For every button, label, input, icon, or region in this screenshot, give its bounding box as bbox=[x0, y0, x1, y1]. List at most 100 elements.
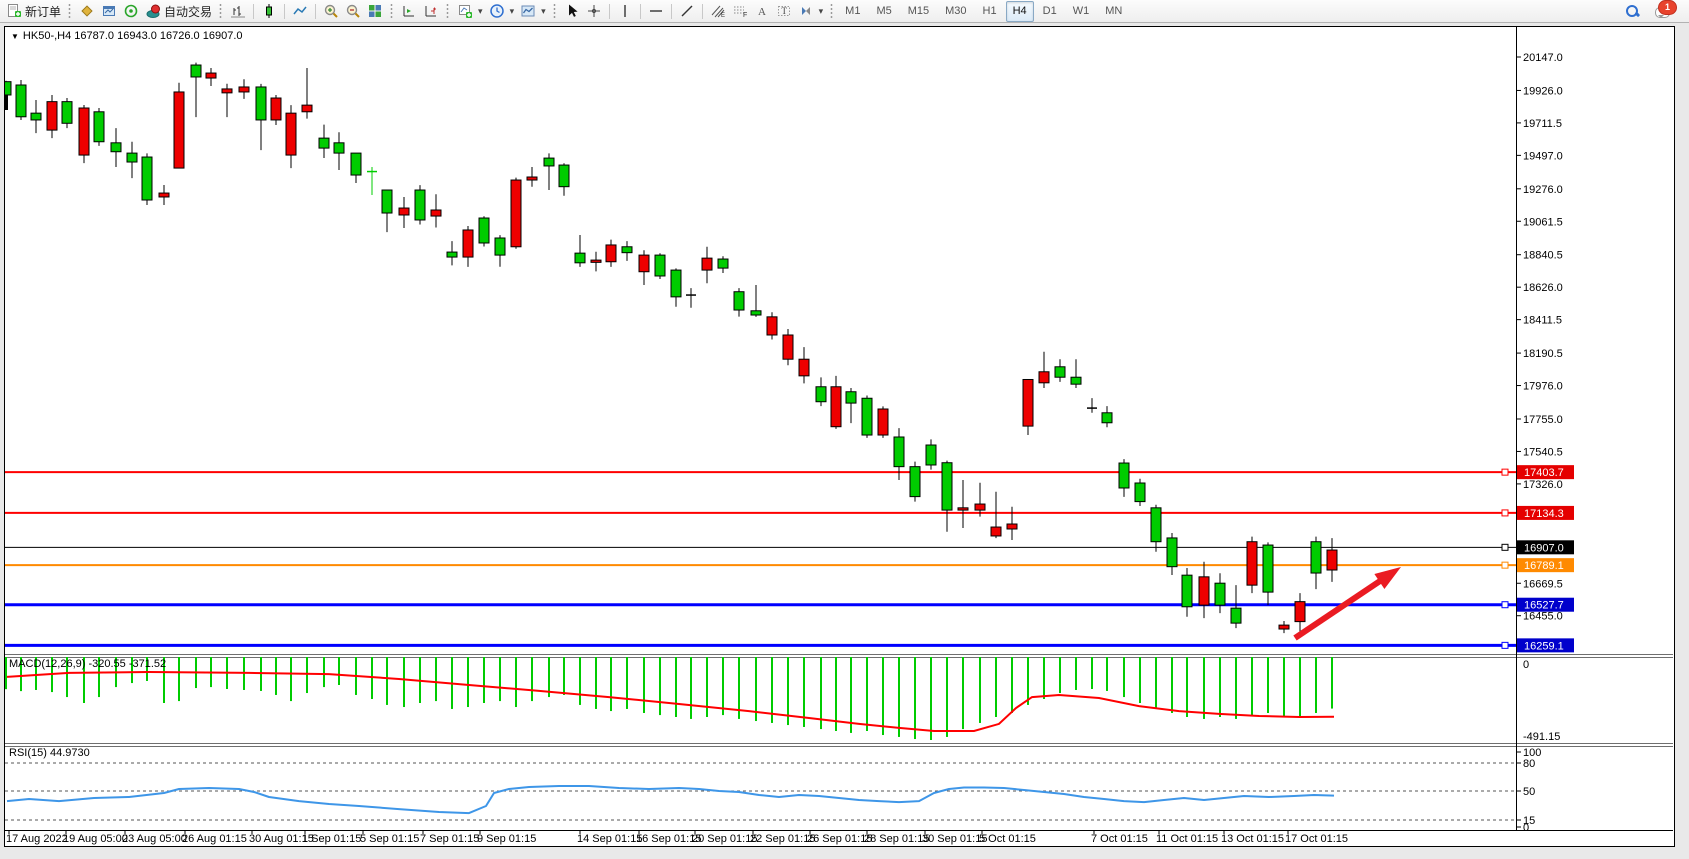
candle-body bbox=[301, 104, 313, 113]
horizontal-line-icon bbox=[649, 10, 662, 12]
macd-axis-label: -491.15 bbox=[1523, 731, 1560, 743]
price-badge-label: 16527.7 bbox=[1524, 600, 1564, 612]
svg-text:F: F bbox=[743, 12, 747, 19]
candle-body bbox=[430, 209, 442, 217]
macd-axis-label: 0 bbox=[1523, 659, 1529, 671]
main-toolbar: 新订单 自动交易 bbox=[0, 0, 1689, 23]
price-axis-label: 19061.5 bbox=[1523, 216, 1563, 228]
trend-arrow-shaft[interactable] bbox=[1293, 571, 1393, 641]
collapse-arrow-icon[interactable]: ▼ bbox=[11, 31, 19, 41]
candle-body bbox=[574, 252, 586, 264]
timeframe-button-H1[interactable]: H1 bbox=[982, 5, 997, 17]
candle-body bbox=[61, 101, 73, 124]
candle-body bbox=[1038, 371, 1050, 384]
rsi-axis-label: 80 bbox=[1523, 758, 1535, 770]
time-axis-label: 17 Aug 2022 bbox=[6, 833, 68, 845]
candlestick-mode-button[interactable] bbox=[258, 1, 280, 21]
timeframe-button-MN[interactable]: MN bbox=[1105, 5, 1123, 17]
candle-body bbox=[414, 189, 426, 221]
price-axis-label: 19276.0 bbox=[1523, 184, 1563, 196]
zoom-out-button[interactable] bbox=[342, 1, 364, 21]
macd-indicator-label: MACD(12,26,9) -320.55 -371.52 bbox=[9, 658, 167, 670]
zoom-in-button[interactable] bbox=[320, 1, 342, 21]
cursor-tool-button[interactable] bbox=[561, 1, 583, 21]
price-axis-label: 19497.0 bbox=[1523, 150, 1563, 162]
new-order-icon bbox=[8, 4, 21, 17]
candle-body bbox=[990, 526, 1002, 537]
price-level-handle[interactable] bbox=[1501, 468, 1509, 476]
candle-body bbox=[815, 386, 827, 403]
candle-body bbox=[526, 176, 538, 181]
template-dropdown[interactable] bbox=[517, 1, 549, 21]
price-level-handle[interactable] bbox=[1501, 561, 1509, 569]
candle-body bbox=[15, 84, 27, 118]
candle-body bbox=[381, 189, 393, 214]
zoom-in-icon bbox=[324, 4, 338, 18]
new-order-button[interactable]: 新订单 bbox=[3, 1, 64, 21]
timeframe-button-M15[interactable]: M15 bbox=[907, 5, 930, 17]
price-axis-label: 17976.0 bbox=[1523, 381, 1563, 393]
text-tool-button[interactable]: A bbox=[751, 1, 773, 21]
bar-chart-icon bbox=[231, 6, 246, 18]
tile-windows-icon bbox=[369, 5, 382, 17]
price-badge bbox=[1517, 465, 1574, 480]
tile-windows-button[interactable] bbox=[364, 1, 386, 21]
line-chart-mode-button[interactable] bbox=[289, 1, 311, 21]
price-badge bbox=[1517, 597, 1574, 612]
clock-icon bbox=[489, 4, 504, 18]
candle-body bbox=[957, 507, 969, 511]
candle-body bbox=[782, 334, 794, 360]
text-label-icon: T bbox=[777, 6, 790, 16]
candle-body bbox=[446, 251, 458, 258]
trendline-tool-button[interactable] bbox=[676, 1, 698, 21]
candle-body bbox=[670, 269, 682, 298]
signal-button[interactable] bbox=[120, 1, 142, 21]
timeframe-button-W1[interactable]: W1 bbox=[1072, 5, 1090, 17]
candle-body bbox=[1070, 376, 1082, 385]
price-badge-label: 16907.0 bbox=[1524, 542, 1564, 554]
terminal-button[interactable] bbox=[98, 1, 120, 21]
notifications-button[interactable]: 1 bbox=[1652, 0, 1677, 21]
timeframe-button-M5[interactable]: M5 bbox=[876, 5, 892, 17]
horizontal-line-tool-button[interactable] bbox=[645, 1, 667, 21]
quotes-button[interactable] bbox=[76, 1, 98, 21]
timeframe-button-D1[interactable]: D1 bbox=[1042, 5, 1057, 17]
price-level-handle[interactable] bbox=[1501, 601, 1509, 609]
toolbar-separator bbox=[315, 3, 317, 19]
vertical-line-tool-button[interactable] bbox=[614, 1, 636, 21]
price-axis-label: 19711.5 bbox=[1523, 118, 1562, 130]
time-axis-label: 7 Sep 01:15 bbox=[420, 833, 479, 845]
candle-body bbox=[221, 88, 233, 94]
bar-chart-mode-button[interactable] bbox=[227, 1, 249, 21]
price-axis-label: 16669.5 bbox=[1523, 578, 1563, 590]
fibonacci-tool-button[interactable]: F bbox=[729, 1, 751, 21]
price-level-handle[interactable] bbox=[1501, 641, 1509, 649]
timeframe-button-M1[interactable]: M1 bbox=[845, 5, 861, 17]
channel-tool-button[interactable]: E bbox=[707, 1, 729, 21]
auto-scroll-button[interactable] bbox=[420, 1, 442, 21]
toolbar-grip bbox=[219, 3, 224, 19]
candle-body bbox=[205, 72, 217, 79]
timeframe-button-M30[interactable]: M30 bbox=[945, 5, 967, 17]
period-dropdown[interactable] bbox=[486, 1, 518, 21]
arrows-tool-dropdown[interactable] bbox=[795, 1, 827, 21]
time-axis-label: 20 Sep 01:15 bbox=[692, 833, 757, 845]
candle-body bbox=[46, 101, 58, 131]
rsi-axis-label: 15 bbox=[1523, 815, 1535, 827]
trend-arrow-head[interactable] bbox=[1374, 567, 1401, 589]
auto-trading-button[interactable]: 自动交易 bbox=[142, 1, 215, 21]
text-label-tool-button[interactable]: T bbox=[773, 1, 795, 21]
time-axis-label: 28 Sep 01:15 bbox=[864, 833, 929, 845]
price-level-handle[interactable] bbox=[1501, 543, 1509, 551]
search-button[interactable] bbox=[1621, 1, 1642, 21]
cursor-icon bbox=[568, 4, 578, 17]
timeframe-button-H4[interactable]: H4 bbox=[1005, 0, 1034, 22]
candle-body bbox=[333, 142, 345, 154]
price-axis-label: 17755.0 bbox=[1523, 414, 1563, 426]
price-level-handle[interactable] bbox=[1501, 509, 1509, 517]
chart-shift-button[interactable] bbox=[398, 1, 420, 21]
new-chart-dropdown[interactable] bbox=[454, 1, 486, 21]
crosshair-tool-button[interactable] bbox=[583, 1, 605, 21]
candlestick-icon bbox=[266, 4, 273, 18]
